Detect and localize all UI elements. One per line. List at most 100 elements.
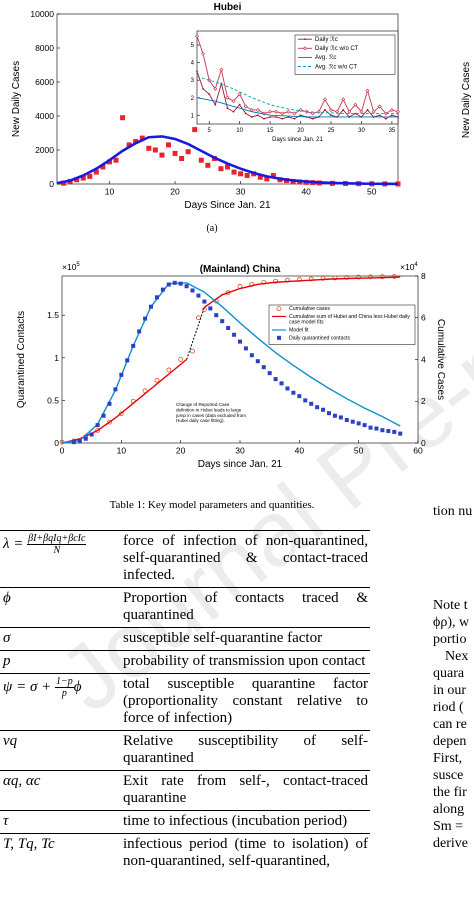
marker-square	[71, 440, 76, 445]
symbol-cell: ψ = σ + 1−p p ϕ	[0, 673, 121, 731]
marker-circle	[118, 411, 124, 417]
legend-label: Avg. ℛc w/o CT	[315, 63, 357, 70]
marker-square	[264, 176, 270, 182]
marker-dot	[304, 38, 306, 41]
fraction: 1−p p	[54, 676, 74, 699]
description-cell: Exit rate from self-, contact-traced qua…	[121, 770, 370, 811]
marker-dot	[384, 117, 387, 120]
y-tick-label: 0	[54, 438, 59, 448]
y-tick-label: 3	[191, 78, 195, 84]
text-fragment: First,	[433, 751, 463, 766]
marker-square	[350, 419, 355, 424]
marker-diamond	[353, 102, 358, 107]
marker-dot	[196, 70, 198, 73]
text-fragment: quara	[433, 666, 465, 681]
text-fragment: can re	[433, 717, 467, 732]
marker-dot	[238, 103, 241, 106]
marker-dot	[202, 88, 204, 90]
description-cell: Relative susceptibility of self-quaranti…	[121, 730, 370, 771]
annotation: Change of Reported Case definition in Hub…	[175, 402, 246, 423]
y-tick-label: 0	[421, 438, 426, 448]
text-line: jump in cases (data excluded from	[175, 413, 246, 418]
y-tick-label: 2000	[35, 145, 54, 155]
marker-square	[291, 390, 296, 395]
marker-square	[166, 282, 171, 287]
marker-circle	[107, 419, 112, 425]
text-fragment: in our	[433, 683, 467, 698]
marker-square	[160, 287, 165, 292]
text-fragment: portio	[433, 632, 467, 647]
text-fragment: Nex	[445, 649, 469, 664]
marker-dot	[208, 93, 211, 96]
marker-square	[165, 142, 171, 148]
marker-square	[214, 313, 219, 318]
y2-multiplier: ×104	[400, 262, 418, 272]
text-fragment: riod (	[433, 700, 464, 715]
marker-circle	[368, 274, 373, 280]
legend-label: Daily quarantined contacts	[289, 335, 351, 341]
marker-square	[143, 316, 148, 321]
marker-diamond	[274, 109, 279, 114]
table-row: σ susceptible self-quarantine factor	[0, 627, 370, 651]
marker-square	[119, 372, 124, 377]
marker-circle	[320, 275, 326, 281]
marker-diamond	[268, 109, 273, 114]
marker-square	[362, 423, 367, 428]
marker-dot	[250, 116, 253, 118]
symbol-cell: ϕ	[0, 587, 121, 628]
marker-square	[344, 417, 349, 422]
description-cell: probability of transmission upon contact	[121, 650, 370, 674]
plot-area	[61, 275, 419, 444]
marker-square	[205, 162, 211, 168]
marker-square	[152, 147, 158, 153]
marker-dot	[311, 117, 314, 120]
marker-diamond	[201, 51, 206, 56]
marker-square	[139, 135, 145, 141]
marker-dot	[275, 116, 278, 118]
x-tick-label: 20	[170, 187, 180, 197]
marker-square	[270, 173, 276, 178]
marker-square	[184, 284, 189, 289]
y-tick-label: 4000	[35, 111, 54, 121]
y-multiplier: ×105	[62, 262, 80, 272]
table-row: p probability of transmission upon contac…	[0, 650, 370, 674]
legend-box	[268, 304, 416, 345]
marker-dot	[354, 112, 357, 115]
marker-square	[198, 157, 204, 163]
description-cell: Proportion of contacts traced & quaranti…	[121, 587, 370, 628]
marker-circle	[178, 357, 184, 362]
marker-square	[398, 431, 403, 436]
table-row: νq Relative susceptibility of self-quaran…	[0, 730, 370, 771]
x-tick-label: 40	[301, 187, 311, 197]
marker-dot	[324, 109, 326, 111]
figure-label: (a)	[206, 223, 217, 234]
marker-square	[226, 325, 231, 330]
y-tick-label: 4	[191, 61, 195, 67]
partial-y-label: New Daily Cases	[461, 62, 472, 138]
marker-circle	[308, 276, 314, 282]
marker-square	[77, 439, 82, 444]
series-line	[196, 76, 398, 114]
chart-title: (Mainland) China	[200, 264, 281, 275]
marker-circle	[276, 306, 282, 312]
marker-diamond	[377, 104, 382, 109]
marker-square	[80, 175, 86, 181]
marker-square	[146, 145, 152, 151]
marker-square	[321, 407, 326, 412]
y-tick-label: 5	[191, 43, 195, 49]
marker-square	[392, 429, 397, 434]
jump-connector	[186, 307, 205, 360]
marker-square	[202, 299, 207, 304]
x-tick-label: 10	[105, 187, 115, 197]
description-cell: susceptible self-quarantine factor	[121, 627, 370, 651]
symbol: T, Tq, Tc	[3, 836, 55, 852]
marker-square	[120, 115, 126, 121]
marker-dot	[299, 114, 302, 117]
marker-diamond	[286, 109, 291, 114]
text-fragment: Sm =	[433, 819, 464, 834]
marker-square	[243, 346, 248, 351]
marker-square	[100, 164, 106, 170]
x-tick-label: 5	[208, 128, 212, 134]
